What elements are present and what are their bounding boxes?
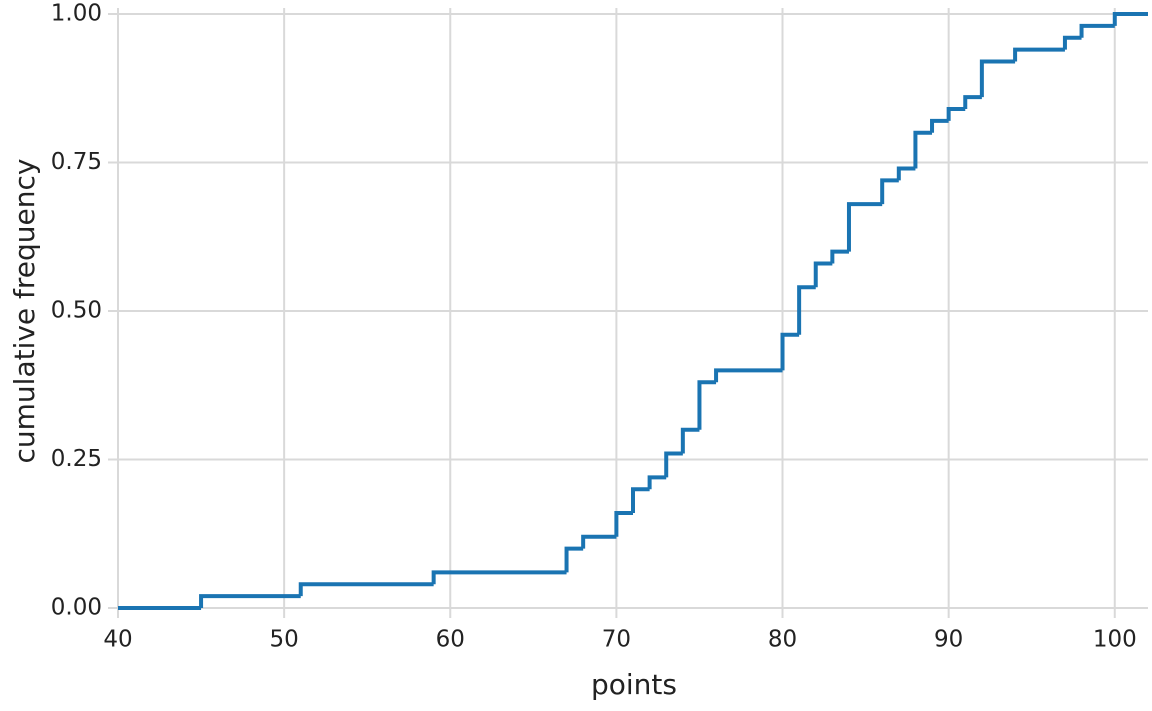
- step-segment: [1013, 47, 1065, 62]
- x-tick-label: 40: [103, 627, 132, 653]
- step-segment: [930, 118, 949, 133]
- step-segment: [830, 249, 849, 264]
- step-segment: [946, 107, 966, 121]
- step-segment: [714, 368, 783, 383]
- step-segment: [1079, 23, 1115, 38]
- step-segment: [963, 95, 982, 110]
- step-segment: [581, 534, 617, 549]
- x-tick-label: 100: [1093, 627, 1137, 653]
- step-segment: [564, 546, 584, 573]
- x-tick-label: 50: [269, 627, 298, 653]
- y-tick-label: 0.75: [51, 149, 102, 175]
- x-tick-label: 60: [436, 627, 465, 653]
- x-tick-label: 80: [768, 627, 797, 653]
- y-tick-label: 0.00: [51, 595, 102, 621]
- step-segment: [1112, 12, 1148, 26]
- step-segment: [697, 380, 717, 430]
- x-axis-label: points: [591, 668, 677, 701]
- y-axis-label: cumulative frequency: [8, 159, 41, 464]
- step-segment: [780, 332, 800, 371]
- step-segment: [880, 178, 899, 205]
- step-segment: [614, 510, 633, 537]
- step-segment: [298, 582, 434, 597]
- step-segment: [664, 451, 683, 478]
- step-segment: [813, 261, 833, 288]
- step-segment: [913, 130, 933, 169]
- y-tick-label: 1.00: [51, 1, 102, 27]
- step-segment: [431, 570, 567, 585]
- step-segment: [846, 202, 883, 252]
- step-segment: [631, 487, 650, 513]
- step-segment: [979, 59, 1016, 98]
- step-segment: [797, 285, 816, 335]
- step-segment: [647, 475, 667, 490]
- x-tick-label: 90: [934, 627, 963, 653]
- step-segment: [1062, 35, 1082, 50]
- x-tick-label: 70: [602, 627, 631, 653]
- step-segment: [896, 166, 916, 181]
- y-tick-label: 0.50: [51, 298, 102, 324]
- step-segment: [199, 594, 301, 608]
- y-tick-label: 0.25: [51, 446, 102, 472]
- step-segment: [680, 427, 700, 454]
